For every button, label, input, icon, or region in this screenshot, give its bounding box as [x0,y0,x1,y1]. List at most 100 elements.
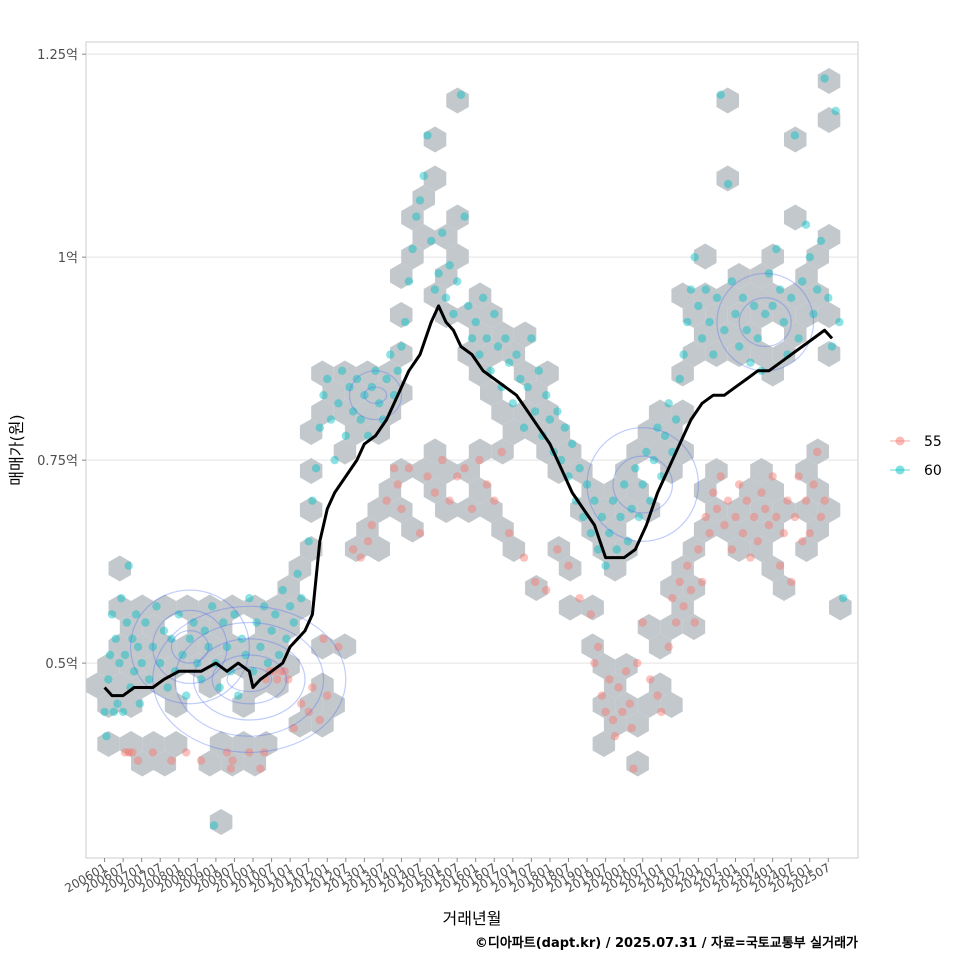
data-point-55 [816,512,826,522]
data-point-55 [618,707,627,717]
hex-bin [412,185,435,211]
data-point-60 [397,342,406,351]
data-point-55 [519,553,529,562]
hex-bin [795,536,818,562]
hex-bin [131,672,154,699]
hex-bin [502,341,526,367]
hex-bin [784,204,807,231]
hex-bin [592,653,616,679]
data-point-55 [657,707,666,717]
data-point-60 [293,569,302,578]
data-point-60 [798,277,807,286]
data-point-60 [412,212,421,221]
data-point-60 [315,423,324,432]
hex-bin [491,399,514,426]
hex-bin [772,341,796,367]
hex-bin [682,302,706,328]
hex-bin [299,458,323,484]
hex-bin [378,477,402,504]
scatter-points [100,74,848,830]
data-point-60 [501,334,510,343]
density-contour [348,370,403,421]
data-point-60 [653,423,662,432]
data-point-55 [690,618,699,627]
data-point-60 [742,326,751,335]
data-point-60 [156,658,165,668]
hex-bin [108,672,131,699]
data-point-55 [772,512,781,522]
hex-bin [637,419,661,445]
data-point-60 [159,626,169,635]
data-point-60 [189,618,198,627]
hex-bin [705,302,728,328]
data-point-60 [371,366,380,375]
data-point-60 [560,423,569,432]
hex-bin [198,672,222,699]
data-point-60 [594,545,603,554]
hex-bin [671,399,694,426]
data-point-55 [228,756,237,765]
hex-bin [671,360,694,387]
hex-bin [97,653,120,679]
hex-bin [311,672,334,699]
data-point-55 [614,683,623,692]
data-point-60 [330,455,339,465]
hex-bin [761,555,784,582]
hex-bin [491,438,514,465]
hex-bin [671,555,694,582]
density-contour [152,605,347,754]
hex-bin [615,458,638,484]
hex-bin [299,497,323,523]
data-point-60 [135,699,144,708]
data-point-60 [274,650,284,660]
density-contour [211,654,288,705]
data-point-60 [185,634,195,643]
data-point-55 [594,642,603,652]
hex-bin [829,594,852,621]
data-point-55 [621,667,631,676]
hex-bin [581,477,604,504]
data-point-55 [633,658,642,668]
data-point-60 [586,529,595,538]
data-point-60 [326,415,336,424]
data-point-55 [709,488,718,497]
hex-bin [750,458,773,484]
data-point-60 [787,293,796,302]
data-point-60 [712,293,722,302]
data-point-60 [167,634,176,643]
data-point-60 [178,650,187,660]
hex-bin [784,126,807,153]
data-point-55 [749,512,759,522]
hex-bin [221,633,244,660]
y-tick-label: 1.25억 [37,48,78,63]
hex-bin [119,653,143,679]
hex-bin [772,302,796,328]
data-point-60 [709,350,718,359]
hex-bin [423,282,447,309]
data-point-60 [133,642,143,652]
data-point-60 [646,496,655,505]
hex-bin [547,536,571,562]
data-point-60 [323,374,332,384]
data-point-55 [553,545,562,554]
data-point-60 [620,480,629,489]
hex-bin [423,126,447,153]
hex-bin [277,575,300,601]
data-point-60 [735,342,744,351]
hex-bin [716,87,739,114]
data-point-60 [117,594,126,603]
hex-bin [108,555,131,582]
data-point-55 [783,496,792,505]
data-point-55 [226,764,235,773]
hex-bin [525,575,548,601]
data-point-55 [610,732,620,741]
data-point-60 [208,602,217,611]
hex-bin [648,399,672,426]
data-point-60 [209,821,219,830]
hex-bin [705,458,728,484]
data-point-60 [597,512,607,522]
hex-bin [198,633,222,660]
data-point-60 [230,610,239,619]
data-point-60 [104,675,113,684]
hex-bin [806,243,829,270]
